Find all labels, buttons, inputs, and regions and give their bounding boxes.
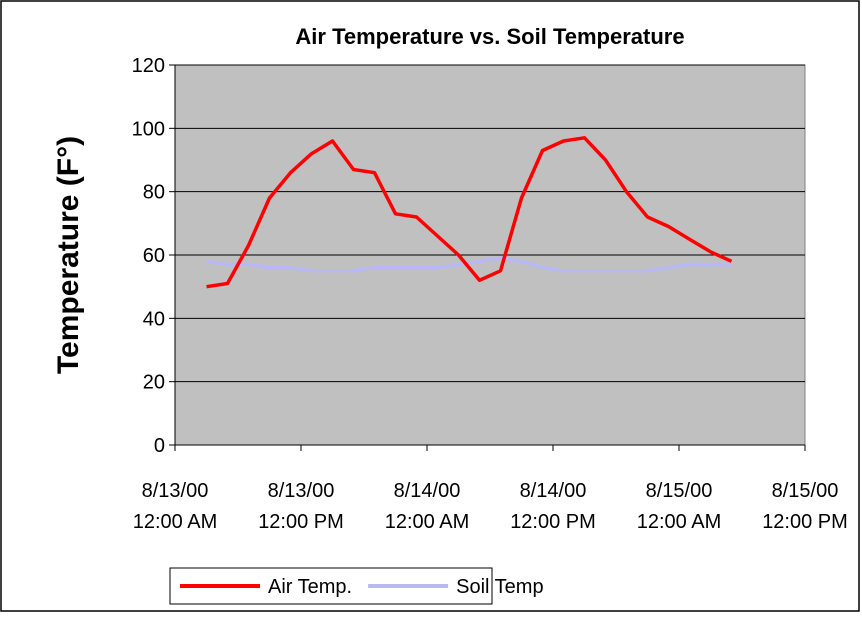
y-axis-label: Temperature (F°) xyxy=(52,136,85,374)
y-tick-label: 20 xyxy=(143,372,165,394)
y-tick-label: 60 xyxy=(143,245,165,267)
x-tick-label-line: 12:00 PM xyxy=(762,511,848,533)
data-line xyxy=(206,256,732,273)
x-tick-label-line: 8/15/00 xyxy=(646,480,713,502)
x-tick-label: 8/14/00 12:00 AM xyxy=(385,480,470,533)
x-tick-label-line: 12:00 AM xyxy=(637,511,722,533)
y-tick-label: 0 xyxy=(154,435,165,457)
y-tick-label: 80 xyxy=(143,182,165,204)
x-tick-label-line: 12:00 PM xyxy=(510,511,596,533)
data-line xyxy=(206,136,733,289)
y-tick-label: 40 xyxy=(143,308,165,330)
y-tick-label: 120 xyxy=(132,55,165,77)
x-tick-label: 8/15/00 12:00 PM xyxy=(762,480,848,533)
x-tick-label: 8/15/00 12:00 AM xyxy=(637,480,722,533)
x-tick-label-line: 8/14/00 xyxy=(394,480,461,502)
x-tick-label: 8/14/00 12:00 PM xyxy=(510,480,596,533)
x-tick-label: 8/13/00 12:00 PM xyxy=(258,480,344,533)
x-tick-label-line: 12:00 AM xyxy=(385,511,470,533)
legend-label: Air Temp. xyxy=(268,576,352,598)
x-tick-label-line: 8/13/00 xyxy=(142,480,209,502)
x-tick-label-line: 8/14/00 xyxy=(520,480,587,502)
x-tick-label-line: 12:00 AM xyxy=(133,511,218,533)
y-tick-label: 100 xyxy=(132,118,165,140)
x-tick-label-line: 12:00 PM xyxy=(258,511,344,533)
x-tick-label: 8/13/00 12:00 AM xyxy=(133,480,218,533)
x-tick-label-line: 8/15/00 xyxy=(772,480,839,502)
x-tick-label-line: 8/13/00 xyxy=(268,480,335,502)
legend-label: Soil Temp xyxy=(456,576,543,598)
chart-title: Air Temperature vs. Soil Temperature xyxy=(295,24,684,49)
